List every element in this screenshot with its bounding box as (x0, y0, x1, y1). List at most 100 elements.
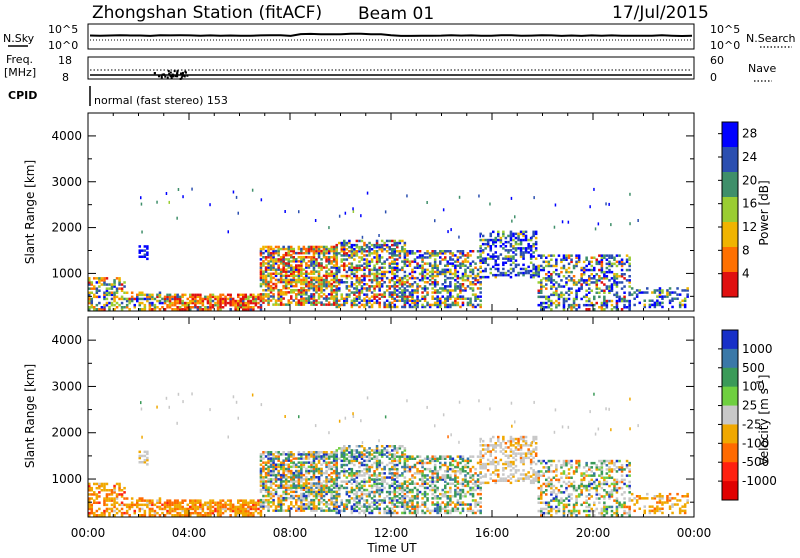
power-cell (108, 302, 111, 305)
power-cell (525, 231, 528, 234)
power-cell (593, 188, 595, 191)
velocity-cell (459, 501, 462, 504)
power-cell (338, 300, 341, 303)
power-cell (305, 256, 308, 259)
power-cell (623, 277, 626, 280)
power-cell (472, 304, 475, 307)
power-cell (282, 285, 285, 288)
power-cell (318, 270, 321, 273)
power-cell (343, 281, 346, 284)
power-cell (511, 197, 513, 200)
power-cell (371, 252, 374, 255)
power-cell (96, 287, 99, 290)
velocity-cell (234, 506, 237, 509)
velocity-cell (406, 495, 409, 498)
velocity-cell (439, 466, 442, 469)
power-cell (580, 298, 583, 301)
power-cell (310, 293, 313, 296)
velocity-cell (91, 497, 94, 500)
velocity-cell (409, 455, 412, 458)
velocity-cell (373, 478, 376, 481)
velocity-cell (293, 453, 296, 456)
power-cell (166, 192, 168, 195)
power-cell (272, 303, 275, 306)
velocity-cell (383, 466, 386, 469)
power-cell (449, 250, 452, 253)
power-cell (629, 222, 631, 225)
power-cell (661, 302, 664, 305)
velocity-cell (123, 512, 126, 515)
power-cell (411, 289, 414, 292)
power-cell (303, 277, 306, 280)
power-cell (146, 245, 149, 248)
power-cell (424, 275, 427, 278)
power-cell (366, 293, 369, 296)
velocity-cell (293, 491, 296, 494)
power-cell (543, 296, 546, 299)
velocity-cell (166, 510, 169, 513)
power-cell (376, 293, 379, 296)
velocity-cell (300, 493, 303, 496)
power-cell (591, 257, 594, 260)
velocity-cell (429, 510, 432, 512)
power-cell (601, 254, 604, 257)
velocity-cell (290, 484, 293, 487)
freq-tick-top: 18 (58, 54, 72, 67)
velocity-cell (280, 474, 283, 477)
power-cell (449, 281, 452, 284)
velocity-cell (121, 502, 124, 505)
velocity-cell (285, 453, 288, 456)
power-cell (545, 273, 548, 276)
velocity-cell (106, 483, 109, 486)
power-cell (356, 250, 359, 253)
power-cell (416, 256, 419, 259)
power-cell (376, 250, 379, 253)
velocity-cell (389, 458, 392, 461)
power-cell (459, 283, 462, 286)
velocity-cell (383, 508, 386, 511)
velocity-cell (383, 497, 386, 500)
power-cell (616, 300, 619, 303)
power-cell (419, 285, 422, 288)
power-cell (457, 293, 460, 296)
power-cell (507, 249, 510, 252)
power-cell (419, 273, 422, 276)
velocity-cell (449, 455, 452, 458)
velocity-cell (361, 510, 364, 512)
power-cell (378, 234, 380, 237)
freq-point (182, 75, 184, 77)
power-cell (555, 304, 558, 307)
velocity-cell (353, 472, 356, 475)
velocity-cell (363, 468, 366, 471)
velocity-cell (341, 510, 344, 512)
power-cell (358, 306, 361, 309)
colorbar-segment-6 (722, 272, 738, 298)
power-cell (303, 287, 306, 290)
power-cell (618, 296, 621, 299)
power-cell (477, 304, 480, 307)
velocity-cell (389, 508, 392, 511)
power-cell (532, 272, 535, 275)
power-cell (505, 245, 508, 248)
power-cell (568, 275, 571, 278)
power-cell (596, 292, 599, 295)
power-cell (141, 308, 144, 311)
power-cell (598, 292, 601, 295)
power-cell (399, 287, 402, 290)
velocity-cell (396, 455, 399, 458)
power-cell (477, 273, 480, 276)
power-cell (482, 249, 485, 252)
power-cell (436, 252, 439, 255)
velocity-cell (409, 483, 412, 486)
power-cell (262, 289, 265, 292)
power-cell (98, 285, 101, 288)
velocity-cell (404, 503, 407, 506)
power-cell (310, 301, 313, 304)
velocity-cell (139, 504, 142, 507)
power-cell (275, 246, 278, 249)
velocity-cell (353, 497, 356, 500)
velocity-cell (348, 480, 351, 483)
velocity-cell (419, 485, 422, 488)
power-cell (123, 285, 126, 288)
velocity-cell (419, 470, 422, 473)
